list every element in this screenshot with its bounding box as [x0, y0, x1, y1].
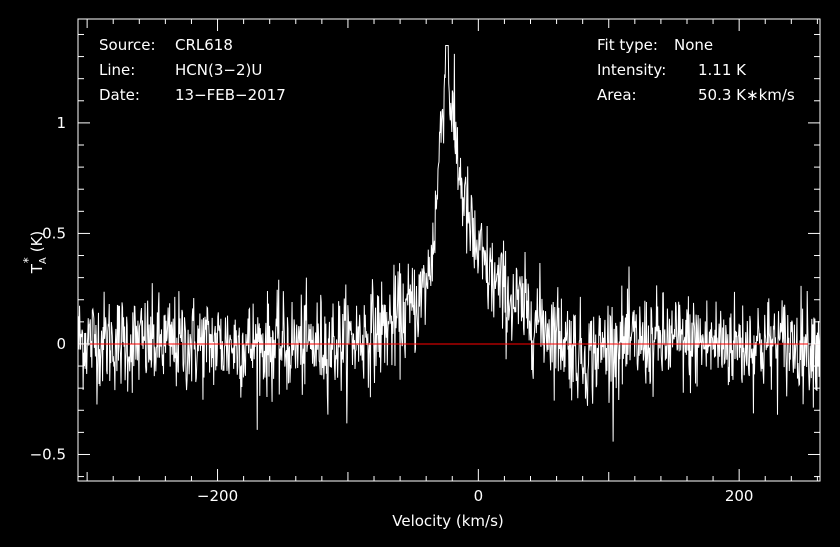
fit-type-label: Fit type: [597, 36, 658, 54]
x-tick-label: 200 [725, 487, 754, 505]
y-axis-label-subscript: A [38, 257, 49, 264]
source-label: Source: [99, 36, 156, 54]
line-label: Line: [99, 61, 135, 79]
plot-frame [77, 18, 821, 482]
y-axis-label-symbol: T [28, 263, 46, 274]
axis-ticks: −200 0 200 −0.5 0 0.5 1 [30, 19, 820, 505]
x-axis-label: Velocity (km/s) [392, 512, 503, 530]
intensity-value: 1.11 K [698, 61, 747, 79]
y-tick-label: 0 [56, 335, 66, 353]
line-value: HCN(3−2)U [175, 61, 262, 79]
svg-text:TA*(K): TA* (K) [21, 231, 49, 275]
x-tick-label: −200 [197, 487, 238, 505]
y-tick-label: 0.5 [42, 224, 66, 242]
source-value: CRL618 [175, 36, 233, 54]
y-axis-label-unit: (K) [28, 231, 46, 253]
y-tick-label: −0.5 [30, 445, 66, 463]
area-label: Area: [597, 86, 637, 104]
date-label: Date: [99, 86, 140, 104]
area-value: 50.3 K∗km/s [698, 86, 795, 104]
intensity-label: Intensity: [597, 61, 666, 79]
fit-type-value: None [674, 36, 713, 54]
y-axis-label: TA* (K) [21, 231, 49, 275]
date-value: 13−FEB−2017 [175, 86, 286, 104]
y-tick-label: 1 [56, 114, 66, 132]
spectrum-series-line [77, 45, 821, 442]
y-axis-label-superscript: * [21, 257, 35, 263]
x-tick-label: 0 [474, 487, 484, 505]
